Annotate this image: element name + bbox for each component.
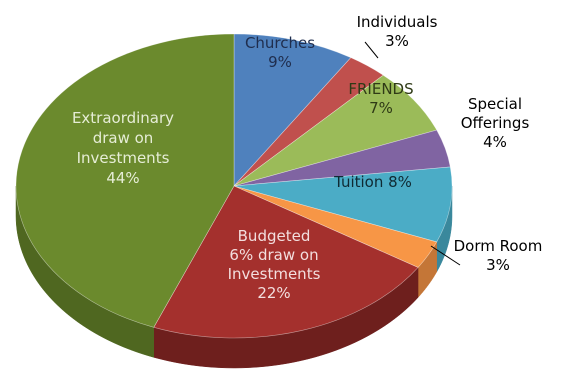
leader-line-individuals [364,41,379,59]
slice-label-line: 3% [486,256,510,274]
slice-label-line: Churches [245,34,315,52]
slice-label-line: 3% [385,32,409,50]
slice-label-line: Budgeted [238,227,311,245]
slice-labels: Churches 9%Individuals 3%FRIENDS 7% Special O… [72,13,542,302]
slice-label-line: Extraordinary [72,109,174,127]
slice-label-churches: Churches 9% [245,34,315,71]
slice-label-line: FRIENDS [348,80,413,98]
slice-label-line: Special [468,95,522,113]
slice-label-tuition: Tuition 8% [333,173,412,191]
slice-label-line: 9% [268,53,292,71]
slice-label-line: Tuition 8% [333,173,412,191]
slice-label-budgeted-6-draw-on-investments: Budgeted 6% draw on Investments 22% [228,227,321,302]
slice-label-line: Dorm Room [454,237,543,255]
slice-budgeted-6-draw-on-investments [153,185,419,339]
slice-label-line: 7% [369,99,393,117]
slice-label-line: Individuals [357,13,438,31]
slice-label-friends: FRIENDS 7% [348,80,413,117]
slice-label-line: 6% draw on [229,246,318,264]
slice-label-line: Investments [228,265,321,283]
slice-label-line: 4% [483,133,507,151]
slice-tuition [233,166,453,243]
slice-label-line: Investments [77,149,170,167]
slice-extraordinary-draw-on-investments [15,33,235,328]
slice-label-individuals: Individuals 3% [357,13,438,50]
leader-lines [364,41,461,266]
slice-label-extraordinary-draw-on-investments: Extraordinary draw on Investments 44% [72,109,174,187]
slice-label-dorm-room: Dorm Room 3% [454,237,543,274]
pie-slices [15,33,453,339]
slice-label-line: Offerings [461,114,530,132]
slice-label-line: 44% [106,169,139,187]
leader-line-dorm-room [430,245,461,266]
slice-label-special-offerings: Special Offerings 4% [461,95,530,151]
slice-churches [233,33,352,187]
slice-label-line: 22% [257,284,290,302]
slice-label-line: draw on [93,129,154,147]
